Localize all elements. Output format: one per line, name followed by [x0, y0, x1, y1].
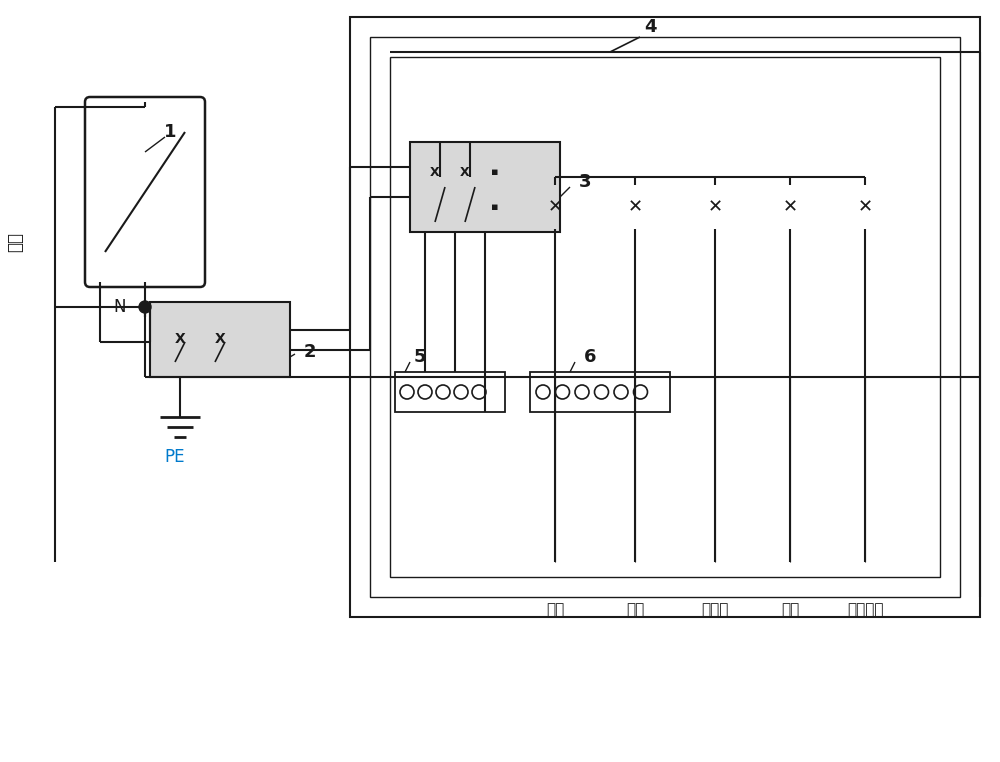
- Text: ▪: ▪: [491, 202, 499, 212]
- Text: X: X: [215, 332, 225, 346]
- Text: X: X: [175, 332, 185, 346]
- Text: 1: 1: [164, 123, 176, 141]
- Text: ✕: ✕: [707, 198, 723, 216]
- Text: ▪: ▪: [491, 167, 499, 177]
- Bar: [395, 372, 505, 412]
- Text: 一般插座: 一般插座: [847, 602, 883, 617]
- Text: 6: 6: [584, 348, 596, 366]
- Text: X: X: [430, 165, 440, 178]
- Text: ✕: ✕: [627, 198, 643, 216]
- Text: ✕: ✕: [547, 198, 563, 216]
- Text: 4: 4: [644, 18, 656, 36]
- Text: 火线: 火线: [6, 232, 24, 252]
- Text: 3: 3: [579, 173, 591, 191]
- Text: ✕: ✕: [857, 198, 873, 216]
- Bar: [150, 302, 290, 377]
- Bar: [350, 17, 980, 617]
- Text: 空调: 空调: [781, 602, 799, 617]
- Text: 2: 2: [304, 343, 316, 361]
- FancyBboxPatch shape: [85, 97, 205, 287]
- Bar: [530, 372, 670, 412]
- Text: 照明: 照明: [546, 602, 564, 617]
- Bar: [390, 57, 940, 577]
- Bar: [370, 37, 960, 597]
- Text: ✕: ✕: [782, 198, 798, 216]
- Text: PE: PE: [165, 448, 185, 466]
- Bar: [410, 142, 560, 232]
- Text: 卫生间: 卫生间: [701, 602, 729, 617]
- Text: 5: 5: [414, 348, 426, 366]
- Text: 厄房: 厄房: [626, 602, 644, 617]
- Circle shape: [139, 301, 151, 313]
- Text: N: N: [114, 298, 126, 316]
- Text: X: X: [460, 165, 470, 178]
